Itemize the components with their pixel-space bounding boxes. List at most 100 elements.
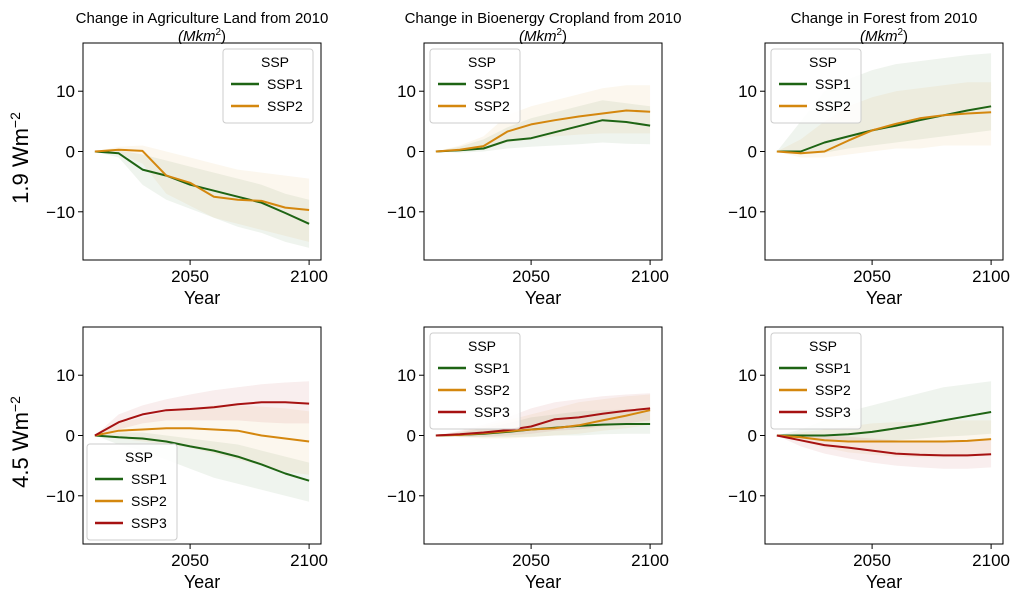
panel-1-legend: SSP SSP1 SSP2 bbox=[222, 48, 314, 124]
panel-4-legend: SSP SSP1 SSP2 SSP3 bbox=[86, 443, 178, 541]
panel-6-legend: SSP SSP1 SSP2 SSP3 bbox=[770, 332, 862, 430]
panel-4-legend-title: SSP bbox=[125, 449, 153, 465]
panel-3-unit-sup: 2 bbox=[897, 27, 903, 38]
panel-3-legend-label-ssp2: SSP2 bbox=[815, 98, 851, 114]
panel-5-legend-label-ssp3: SSP3 bbox=[474, 404, 510, 420]
panel-1-ytick-label: 10 bbox=[56, 82, 75, 101]
panel-3-xtick-label: 2050 bbox=[853, 267, 891, 286]
panel-6-ytick-label: 10 bbox=[738, 366, 757, 385]
row-label-1-base: 1.9 Wm bbox=[8, 128, 33, 204]
panel-4-legend-label-ssp1: SSP1 bbox=[131, 471, 167, 487]
panel-3-title: Change in Forest from 2010 bbox=[791, 10, 978, 27]
panel-2-unit-base: (Mkm bbox=[519, 28, 557, 45]
panel-4-line-ssp1 bbox=[94, 434, 310, 482]
panel-2-title-unit: (Mkm2) bbox=[519, 27, 567, 45]
panel-4-band-ssp2 bbox=[94, 405, 310, 475]
panel-1-line-ssp2 bbox=[94, 148, 310, 211]
panel-1-unit-sup: 2 bbox=[215, 27, 221, 38]
panel-2-legend-title: SSP bbox=[468, 54, 496, 70]
panel-1-ytick-label: −10 bbox=[46, 203, 75, 222]
panel-1-legend-box bbox=[222, 48, 314, 124]
panel-2-unit-tail: ) bbox=[562, 28, 567, 45]
panel-2-legend-label-ssp2: SSP2 bbox=[474, 98, 510, 114]
panel-3-unit-tail: ) bbox=[903, 28, 908, 45]
panel-3: Change in Forest from 2010(Mkm2) 10 0 −10 20… bbox=[728, 10, 1010, 308]
panel-3-unit-base: (Mkm bbox=[860, 28, 898, 45]
panel-2-line-ssp1 bbox=[435, 119, 651, 153]
panel-3-ytick-label: 10 bbox=[738, 82, 757, 101]
panel-5-ytick-label: 10 bbox=[397, 366, 416, 385]
panel-4-legend-box bbox=[86, 443, 178, 541]
panel-3-xlabel: Year bbox=[866, 288, 902, 308]
row-label-1: 1.9 Wm−2 bbox=[7, 112, 33, 204]
panel-2-unit-sup: 2 bbox=[556, 27, 562, 38]
panel-2-title: Change in Bioenergy Cropland from 2010 bbox=[405, 10, 682, 27]
panel-3-legend-box bbox=[770, 48, 862, 124]
panel-3-legend-label-ssp1: SSP1 bbox=[815, 76, 851, 92]
panel-5-legend-label-ssp2: SSP2 bbox=[474, 382, 510, 398]
panel-4-legend-label-ssp2: SSP2 bbox=[131, 493, 167, 509]
panel-4-ytick-label: −10 bbox=[46, 487, 75, 506]
panel-2: Change in Bioenergy Cropland from 2010(M… bbox=[387, 10, 681, 308]
panel-1-legend-title: SSP bbox=[261, 54, 289, 70]
panel-4-ytick-label: 10 bbox=[56, 366, 75, 385]
panel-4: 10 0 −10 2050 2100 Year SSP SSP1 SSP2 SSP3 bbox=[46, 326, 328, 592]
panel-1-line-ssp1 bbox=[94, 150, 310, 225]
panel-3-title-unit: (Mkm2) bbox=[860, 27, 908, 45]
panel-5-legend-label-ssp1: SSP1 bbox=[474, 360, 510, 376]
panel-1-xtick-label: 2050 bbox=[171, 267, 209, 286]
panel-4-xtick-label: 2100 bbox=[290, 551, 328, 570]
panel-3-legend: SSP SSP1 SSP2 bbox=[770, 48, 862, 124]
panel-3-ytick-label: 0 bbox=[748, 143, 757, 162]
panel-2-xtick-label: 2100 bbox=[631, 267, 669, 286]
panel-1-band-ssp2 bbox=[94, 145, 310, 242]
panel-1-legend-label-ssp1: SSP1 bbox=[267, 76, 303, 92]
panel-1-legend-label-ssp2: SSP2 bbox=[267, 98, 303, 114]
panel-3-ytick-label: −10 bbox=[728, 203, 757, 222]
panel-2-ytick-label: −10 bbox=[387, 203, 416, 222]
panel-2-legend-label-ssp1: SSP1 bbox=[474, 76, 510, 92]
row-label-2: 4.5 Wm−2 bbox=[7, 396, 33, 488]
panel-1-title-unit: (Mkm2) bbox=[178, 27, 226, 45]
panel-6-xtick-label: 2100 bbox=[972, 551, 1010, 570]
row-label-2-sup: −2 bbox=[7, 396, 23, 412]
panel-3-band-ssp2 bbox=[776, 82, 992, 158]
panel-5-legend-title: SSP bbox=[468, 338, 496, 354]
panel-6-legend-label-ssp3: SSP3 bbox=[815, 404, 851, 420]
panel-3-xtick-label: 2100 bbox=[972, 267, 1010, 286]
panel-2-ytick-label: 0 bbox=[407, 143, 416, 162]
panel-5-legend: SSP SSP1 SSP2 SSP3 bbox=[429, 332, 521, 430]
panel-2-xlabel: Year bbox=[525, 288, 561, 308]
svg-text:1.9 Wm−2: 1.9 Wm−2 bbox=[7, 112, 33, 204]
panel-1-xlabel: Year bbox=[184, 288, 220, 308]
panel-1-ytick-label: 0 bbox=[66, 143, 75, 162]
row-label-1-sup: −2 bbox=[7, 112, 23, 128]
panel-4-line-ssp2 bbox=[94, 427, 310, 443]
panel-5-ytick-label: 0 bbox=[407, 427, 416, 446]
panel-6-legend-title: SSP bbox=[809, 338, 837, 354]
panel-4-legend-label-ssp3: SSP3 bbox=[131, 515, 167, 531]
panel-1-xtick-label: 2100 bbox=[290, 267, 328, 286]
panel-5-xlabel: Year bbox=[525, 572, 561, 592]
panel-6-xlabel: Year bbox=[866, 572, 902, 592]
panel-3-line-ssp2 bbox=[776, 111, 992, 155]
panel-5-legend-box bbox=[429, 332, 521, 430]
panel-6-line-ssp3 bbox=[776, 434, 992, 457]
panel-6: 10 0 −10 2050 2100 Year SSP SSP1 SSP2 SSP3 bbox=[728, 326, 1010, 592]
panel-4-line-ssp3 bbox=[94, 401, 310, 437]
panel-2-ytick-label: 10 bbox=[397, 82, 416, 101]
panel-3-band-ssp1 bbox=[776, 53, 992, 155]
panel-2-legend-box bbox=[429, 48, 521, 124]
row-label-2-base: 4.5 Wm bbox=[8, 412, 33, 488]
panel-6-legend-label-ssp1: SSP1 bbox=[815, 360, 851, 376]
panel-2-line-ssp2 bbox=[435, 109, 651, 153]
panel-6-ytick-label: −10 bbox=[728, 487, 757, 506]
panel-2-legend: SSP SSP1 SSP2 bbox=[429, 48, 521, 124]
panel-1-unit-tail: ) bbox=[221, 28, 226, 45]
panel-6-line-ssp2 bbox=[776, 434, 992, 443]
panel-5-line-ssp3 bbox=[435, 407, 651, 437]
panel-1-unit-base: (Mkm bbox=[178, 28, 216, 45]
panel-6-xtick-label: 2050 bbox=[853, 551, 891, 570]
panel-6-line-ssp1 bbox=[776, 411, 992, 437]
